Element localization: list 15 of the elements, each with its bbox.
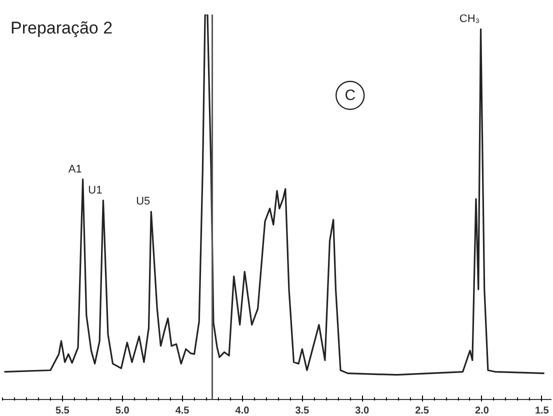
- x-tick-label: 5.5: [55, 406, 70, 416]
- x-tick-label: 1.5: [534, 406, 550, 416]
- annotation: CH₃: [459, 13, 480, 26]
- annotation: A1: [68, 163, 82, 176]
- annotation: U1: [88, 184, 102, 196]
- x-tick-label: 2.5: [415, 406, 430, 416]
- annotation: C: [344, 86, 356, 104]
- x-tick-label: 3.0: [355, 406, 370, 416]
- x-tick-label: 2.0: [475, 406, 490, 416]
- annotation: U5: [136, 196, 150, 208]
- x-tick-label: 3.5: [295, 406, 310, 416]
- chart-title: Preparação 2: [10, 18, 113, 38]
- x-tick-label: 4.5: [175, 406, 190, 416]
- x-tick-label: 4.0: [235, 406, 250, 416]
- x-tick-label: 5.0: [115, 406, 130, 416]
